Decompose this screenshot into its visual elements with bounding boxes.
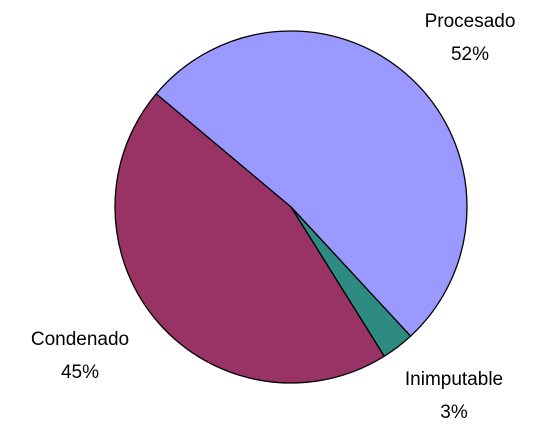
slice-value-label: 3%: [440, 402, 468, 423]
slice-label: Procesado: [425, 11, 516, 32]
pie-slice: [114, 92, 386, 384]
slice-label: Condenado: [31, 329, 129, 350]
slice-value-label: 45%: [61, 362, 99, 383]
slice-value-label: 52%: [451, 44, 489, 65]
slice-label: Inimputable: [405, 369, 503, 390]
pie-slice: [155, 30, 468, 338]
